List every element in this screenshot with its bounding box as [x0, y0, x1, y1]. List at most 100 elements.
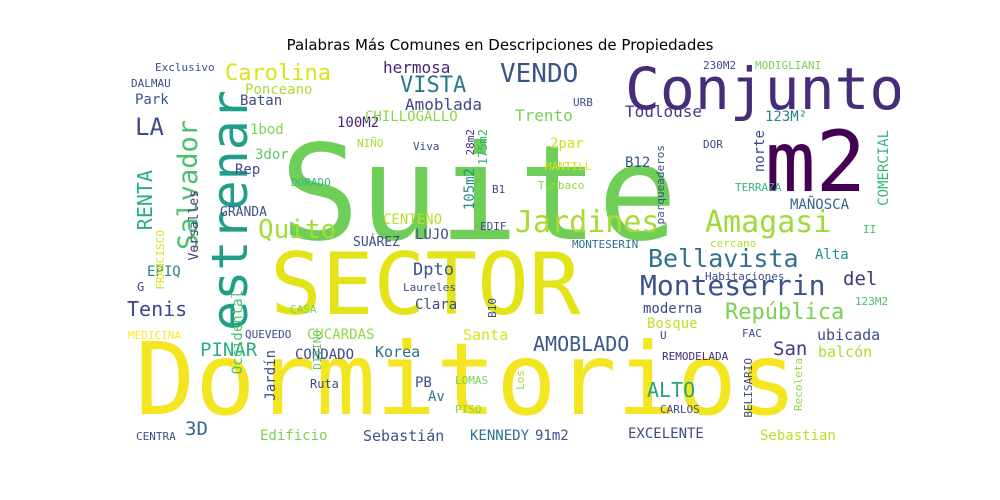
word-30: Trento	[515, 106, 573, 125]
word-68: PB	[415, 375, 432, 391]
word-85: TERRAZA	[735, 181, 782, 194]
word-62: Sebastián	[363, 427, 445, 445]
word-21: ALTO	[647, 378, 696, 402]
word-46: moderna	[643, 301, 703, 317]
word-63: KENNEDY	[470, 428, 530, 444]
word-15: VISTA	[400, 73, 467, 98]
word-90: Tumbaco	[538, 179, 585, 192]
word-77: REMODELADA	[662, 350, 729, 363]
word-86: parqueaderos	[654, 145, 667, 225]
word-26: Dpto	[413, 260, 454, 280]
word-5: Conjunto	[625, 60, 900, 123]
word-80: 123M2	[855, 295, 889, 308]
word-52: Santa	[463, 326, 509, 344]
word-3: SECTOR	[270, 235, 581, 335]
word-36: 1bod	[250, 122, 284, 138]
word-91: B1	[492, 183, 506, 196]
word-7: Jardines	[515, 205, 660, 240]
word-49: Korea	[375, 343, 421, 361]
word-34: Batan	[240, 93, 283, 109]
word-75: BELISARIO	[742, 358, 755, 418]
word-22: PINAR	[200, 339, 258, 361]
word-11: República	[725, 300, 845, 325]
word-18: RENTA	[133, 170, 157, 231]
word-20: AMOBLADO	[533, 332, 630, 356]
word-69: Av	[428, 389, 445, 405]
word-105: MEDICINA	[128, 329, 181, 342]
word-66: Sebastian	[760, 428, 836, 444]
word-106: FRANCISCO	[154, 230, 167, 290]
word-37: 3dor	[255, 147, 289, 163]
word-48: balcón	[818, 343, 873, 361]
word-76: Recoleta	[792, 358, 805, 411]
word-99: DORADO	[291, 176, 331, 189]
word-64: 91m2	[535, 428, 569, 444]
word-95: 175m2	[476, 129, 490, 166]
word-110: DALMAU	[131, 77, 171, 90]
word-92: URB	[573, 96, 593, 109]
word-38: Rep	[235, 162, 261, 178]
word-4: m2	[765, 113, 867, 211]
word-53: Clara	[415, 297, 458, 313]
word-83: MONTESERIN	[572, 238, 639, 251]
word-1: Suite	[280, 117, 678, 271]
word-42: COMERCIAL	[876, 130, 892, 206]
word-78: FAC	[742, 327, 762, 340]
word-51: CUCARDAS	[307, 327, 375, 343]
word-27: hermosa	[383, 60, 451, 77]
word-19: Tenis	[127, 297, 188, 321]
word-71: LOMAS	[455, 374, 489, 387]
word-88: B12	[625, 155, 651, 171]
word-93: Viva	[413, 140, 440, 153]
word-96: 105m2	[462, 168, 478, 211]
word-111: 230M2	[703, 60, 737, 72]
word-32: CHILLOGALLO	[365, 109, 458, 125]
word-28: Amoblada	[405, 95, 483, 114]
word-43: MAÑOSCA	[790, 197, 850, 213]
word-35: Park	[135, 92, 169, 108]
word-54: Laureles	[403, 281, 456, 294]
word-103: CASA	[290, 303, 317, 316]
word-cloud: Suite Dormitorios SECTOR m2 Conjunto estrenar…	[125, 60, 900, 448]
word-9: Monteserrin	[640, 269, 826, 302]
chart-title: Palabras Más Comunes en Descripciones de…	[286, 36, 714, 54]
word-67: Jardín	[263, 350, 279, 401]
word-87: DOR	[703, 138, 723, 151]
word-14: VENDO	[500, 60, 579, 89]
word-112: MODIGLIANI	[755, 60, 822, 72]
word-58: GRANDA	[220, 205, 267, 220]
word-29: Toulouse	[625, 102, 703, 121]
word-59: Versalles	[187, 190, 202, 261]
word-100: NIÑO	[357, 137, 384, 150]
word-70: Ruta	[310, 377, 339, 391]
word-97: EDIF	[480, 220, 507, 233]
word-107: G	[137, 280, 145, 294]
word-45: Bosque	[647, 316, 698, 332]
word-60: EPIQ	[147, 264, 181, 280]
word-89: MANTILL	[545, 160, 592, 173]
word-82: cercano	[710, 237, 757, 250]
word-50: CONDADO	[295, 347, 355, 363]
word-56: LUJO	[415, 227, 449, 243]
word-10: Bellavista	[648, 244, 799, 273]
word-16: Carolina	[225, 61, 331, 86]
word-104: QUEVEDO	[245, 328, 292, 341]
word-84: II	[863, 223, 877, 236]
word-57: SUÁREZ	[353, 235, 400, 250]
word-98: B10	[486, 298, 499, 318]
word-23: 3D	[185, 418, 208, 440]
word-79: U	[660, 329, 667, 342]
word-40: 123M²	[765, 109, 808, 125]
word-55: CENTENO	[383, 212, 443, 228]
word-101: Occidental	[230, 290, 246, 375]
word-94: 28m2	[464, 129, 477, 156]
word-41: norte	[752, 130, 768, 173]
word-39: 2par	[550, 136, 584, 152]
word-81: Habitaciones	[705, 270, 785, 283]
word-2: Dormitorios	[135, 321, 798, 438]
word-73: Los	[514, 370, 527, 390]
word-8: Amagasi	[705, 205, 832, 240]
word-65: EXCELENTE	[628, 426, 704, 442]
word-24: San	[773, 338, 808, 360]
word-74: CARLOS	[660, 403, 700, 416]
